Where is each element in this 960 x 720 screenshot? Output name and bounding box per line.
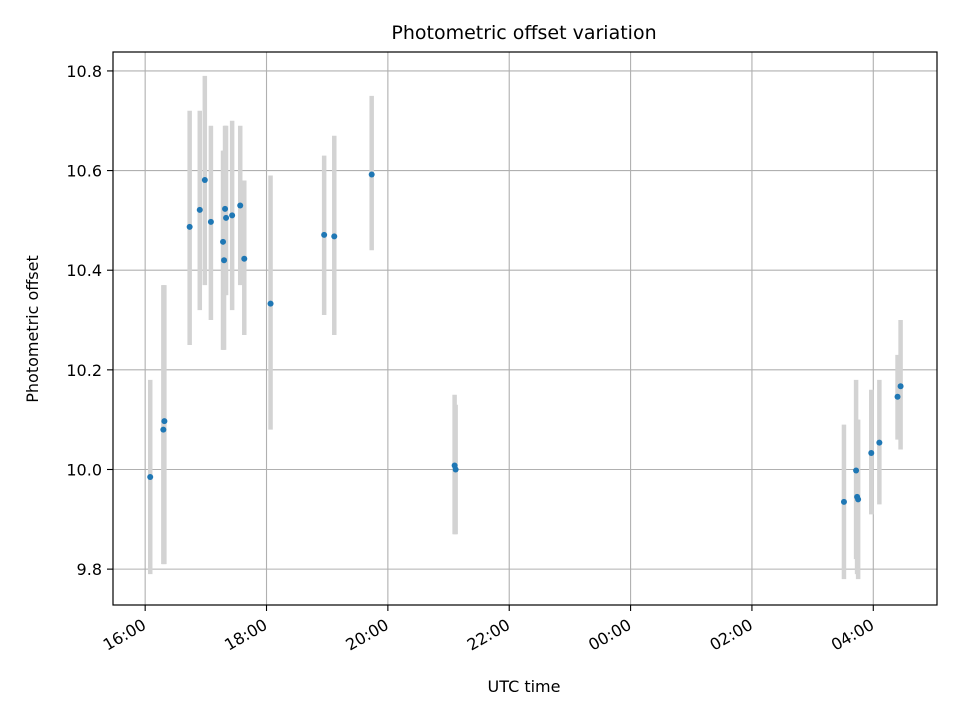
data-point (220, 238, 227, 245)
data-point (237, 202, 244, 209)
x-axis-label: UTC time (488, 677, 561, 696)
data-point (897, 383, 904, 390)
y-axis-label: Photometric offset (23, 255, 42, 403)
y-tick-label: 10.2 (66, 361, 102, 380)
data-point (241, 255, 248, 262)
plot-frame (112, 51, 938, 606)
data-point (201, 177, 208, 184)
data-point (368, 171, 375, 178)
data-point (894, 393, 901, 400)
y-tick-label: 10.0 (66, 460, 102, 479)
chart-title: Photometric offset variation (391, 22, 656, 44)
data-points (147, 171, 904, 505)
data-point (855, 496, 862, 503)
data-point (161, 418, 168, 425)
data-point (222, 205, 229, 212)
data-point (147, 473, 154, 480)
y-tick-label: 10.8 (66, 62, 102, 81)
y-tick-label: 9.8 (77, 560, 102, 579)
data-point (229, 212, 236, 219)
data-point (452, 466, 459, 473)
y-tick-label: 10.6 (66, 162, 102, 181)
data-point (196, 206, 203, 213)
data-point (223, 214, 230, 221)
data-point (331, 233, 338, 240)
data-point (267, 300, 274, 307)
data-point (207, 218, 214, 225)
data-point (160, 426, 167, 433)
y-tick-label: 10.4 (66, 261, 102, 280)
data-point (221, 257, 228, 264)
data-point (840, 498, 847, 505)
data-point (876, 439, 883, 446)
data-point (853, 467, 860, 474)
data-point (868, 450, 875, 457)
data-point (321, 231, 328, 238)
data-point (186, 223, 193, 230)
grid (113, 52, 937, 605)
